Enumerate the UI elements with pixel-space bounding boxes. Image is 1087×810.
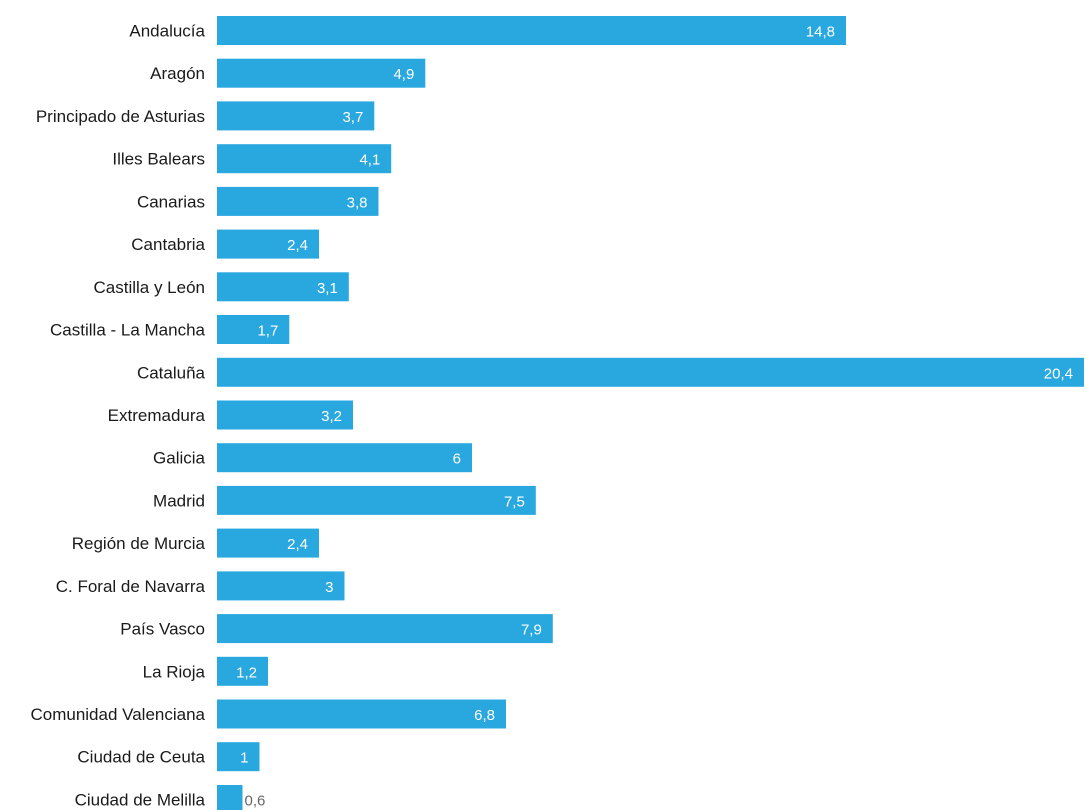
category-label: Andalucía [129,22,205,41]
bar [217,400,353,430]
bar [217,58,426,88]
value-labels-group: 14,8 4,9 3,7 4,1 3,8 2,4 3,1 1,7 20,4 3,2 6 7,5 2,4 3… [236,24,1073,810]
category-label: Aragón [150,64,205,83]
value-label: 1,2 [236,664,257,681]
category-label: Castilla - La Mancha [50,321,206,340]
category-label: Canarias [137,192,205,211]
category-label: Extremadura [108,406,206,425]
bar [217,357,1084,387]
value-label: 3 [325,579,333,596]
category-label: Región de Murcia [72,534,206,553]
bar [217,101,375,131]
bar [217,315,290,344]
category-label: Comunidad Valenciana [30,705,205,724]
value-label: 1 [240,750,248,767]
category-label: Castilla y León [93,278,205,297]
value-label: 20,4 [1044,365,1073,382]
value-label: 0,6 [245,793,266,810]
bar [217,785,243,810]
value-label: 7,9 [521,622,542,639]
value-label: 7,5 [504,493,525,510]
bars-group [217,16,1084,810]
category-label: Ciudad de Melilla [75,791,206,810]
category-label: Principado de Asturias [36,107,205,126]
category-label: Cantabria [131,235,205,254]
value-label: 3,2 [321,408,342,425]
bar [217,571,345,601]
value-label: 4,1 [359,152,380,169]
category-label: País Vasco [120,620,205,639]
bar [217,485,536,515]
bar [217,443,472,473]
category-label: Cataluña [137,363,206,382]
bar [217,614,553,644]
category-label: La Rioja [143,662,206,681]
bar [217,656,268,686]
category-label: Madrid [153,491,205,510]
bar [217,186,379,216]
bar [217,272,349,302]
bar [217,229,319,259]
category-label: Galicia [153,449,206,468]
category-label: Ciudad de Ceuta [77,748,205,767]
bar [217,528,319,558]
value-label: 2,4 [287,536,308,553]
bar [217,16,846,45]
value-label: 4,9 [393,66,414,83]
category-label: Illes Balears [112,150,205,169]
value-label: 3,7 [342,109,363,126]
value-label: 1,7 [257,323,278,340]
value-label: 6,8 [474,707,495,724]
value-label: 3,8 [347,194,368,211]
bar [217,144,392,174]
bar [217,699,506,729]
value-label: 14,8 [806,24,835,41]
value-label: 6 [453,451,461,468]
bar [217,742,260,772]
category-label: C. Foral de Navarra [56,577,206,596]
category-labels-group: Andalucía Aragón Principado de Asturias Ill… [30,22,205,810]
value-label: 3,1 [317,280,338,297]
value-label: 2,4 [287,237,308,254]
